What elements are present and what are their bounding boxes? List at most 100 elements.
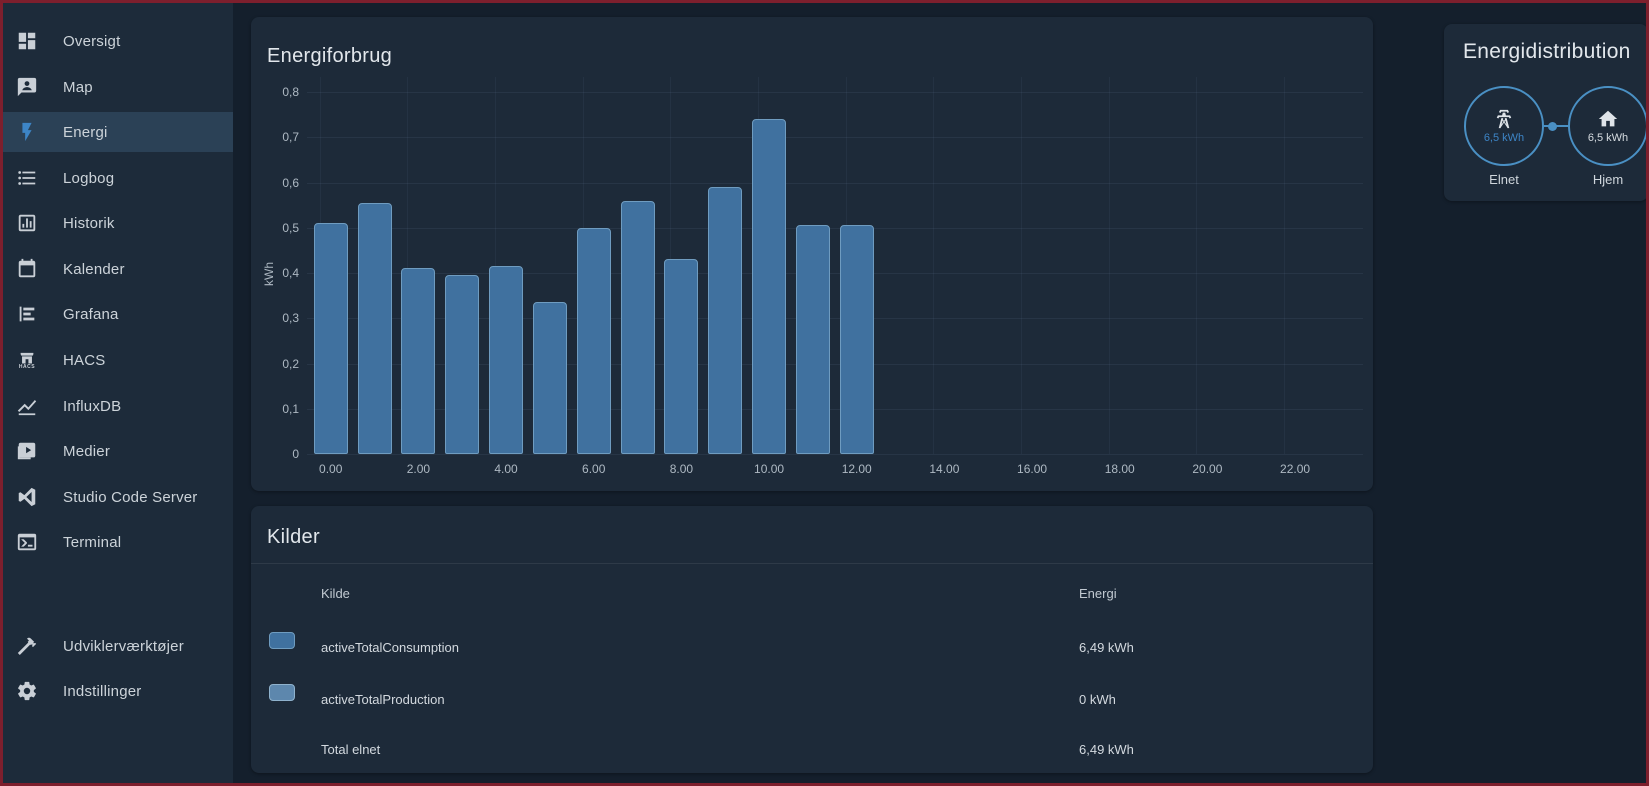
x-tick-label: 18.00 [1104,462,1135,476]
hjem-label: Hjem [1592,172,1624,187]
hammer-icon [15,634,39,658]
h-gridline [307,454,1363,455]
h-gridline [307,408,1363,410]
hacs-store-icon: HACS [15,348,39,372]
y-tick-label: 0,4 [282,266,299,280]
sidebar-item-label: Terminal [63,533,122,551]
source-value: 6,49 kWh [1079,640,1134,655]
v-gridline [1284,77,1286,454]
sidebar-item-udviklervaerktojer[interactable]: Udviklerværktøjer [3,626,233,666]
grafana-panel-icon [15,302,39,326]
consumption-swatch [269,632,295,649]
sidebar-item-logbog[interactable]: Logbog [3,158,233,198]
energiforbrug-card: Energiforbrug kWh 0 0,1 0,2 0,3 0,4 0,5 0,6 0,7… [251,17,1373,491]
v-gridline [495,77,497,454]
chart-bar[interactable] [620,200,655,454]
sidebar-item-influxdb[interactable]: InfluxDB [3,386,233,426]
divider [251,563,1373,564]
chart-bar[interactable] [752,119,787,454]
media-play-icon [15,439,39,463]
h-gridline [307,227,1363,229]
sidebar-item-label: Grafana [63,305,119,323]
sidebar-item-map[interactable]: Map [3,67,233,107]
y-tick-label: 0,5 [282,220,299,235]
sidebar-item-historik[interactable]: Historik [3,203,233,243]
map-person-icon [15,75,39,99]
x-tick-label: 0.00 [319,462,343,476]
sidebar-item-label: Historik [63,214,115,232]
vscode-icon [15,485,39,509]
chart-bar[interactable] [664,259,699,454]
card-title-energiforbrug: Energiforbrug [267,45,393,67]
influxdb-chart-icon [15,394,39,418]
energy-bar-chart: 0 0,1 0,2 0,3 0,4 0,5 0,6 0,7 0,8 0.00 2.00 4.00 6.0… [251,17,1373,491]
hjem-node-circle[interactable]: 6,5 kWh [1568,86,1646,166]
y-tick-label: 0 [292,447,299,461]
x-tick-label: 8.00 [669,462,694,476]
source-name: activeTotalProduction [321,692,445,707]
x-tick-label: 14.00 [929,462,960,476]
card-title-kilder: Kilder [267,526,320,548]
sidebar-item-energi[interactable]: Energi [3,112,233,152]
h-gridline [307,318,1363,320]
h-gridline [307,273,1363,274]
history-chart-icon [15,211,39,235]
x-tick-label: 10.00 [754,462,785,476]
chart-bar[interactable] [313,223,348,454]
chart-bar[interactable] [532,302,567,454]
y-tick-label: 0,2 [282,356,299,371]
sidebar-item-label: InfluxDB [63,397,122,415]
flow-dot [1548,121,1557,131]
chart-bar[interactable] [576,227,611,454]
source-name: activeTotalConsumption [321,640,460,655]
sidebar-item-label: Logbog [63,169,115,187]
elnet-node-circle[interactable]: 6,5 kWh [1464,86,1544,166]
elnet-label: Elnet [1489,172,1519,187]
gear-icon [15,679,39,703]
sidebar-item-hacs[interactable]: HACS HACS [3,340,233,380]
chart-bar[interactable] [839,225,874,454]
v-gridline [933,77,935,454]
h-gridline [307,137,1363,139]
calendar-icon [15,257,39,281]
y-tick-label: 0,8 [282,85,299,99]
logbook-list-icon [15,166,39,190]
flow-connector [1544,121,1568,131]
sidebar-item-label: HACS [63,351,106,369]
chart-bar[interactable] [795,225,830,454]
sidebar-item-label: Energi [63,123,108,141]
sidebar-item-studio-code-server[interactable]: Studio Code Server [3,477,233,517]
total-value: 6,49 kWh [1079,742,1134,757]
column-header-energi: Energi [1079,586,1117,601]
v-gridline [1108,77,1110,454]
sidebar-item-label: Kalender [63,260,125,278]
chart-bar[interactable] [357,202,392,454]
kilder-card: Kilder Kilde Energi activeTotalConsumpti… [251,506,1373,773]
chart-bar[interactable] [489,266,524,454]
hacs-icon-caption: HACS [18,364,36,370]
sidebar-item-oversigt[interactable]: Oversigt [3,21,233,61]
lightning-icon [15,120,39,144]
chart-bar[interactable] [401,268,436,454]
y-tick-label: 0,7 [282,130,299,145]
sidebar-item-medier[interactable]: Medier [3,431,233,471]
card-title-energidistribution: Energidistribution [1463,40,1631,63]
x-tick-label: 6.00 [582,462,606,476]
h-gridline [307,182,1363,184]
sidebar-item-kalender[interactable]: Kalender [3,249,233,289]
sidebar-item-terminal[interactable]: Terminal [3,522,233,562]
chart-bar[interactable] [708,187,743,454]
x-tick-label: 2.00 [406,462,431,476]
home-icon [1598,110,1618,127]
y-tick-label: 0,1 [282,401,299,416]
sidebar-item-indstillinger[interactable]: Indstillinger [3,671,233,711]
terminal-icon [15,530,39,554]
sidebar-item-grafana[interactable]: Grafana [3,294,233,334]
sidebar-item-label: Indstillinger [63,682,142,700]
sidebar-item-label: Map [63,78,93,96]
chart-bar[interactable] [445,275,480,454]
hjem-value: 6,5 kWh [1587,132,1629,144]
x-tick-label: 20.00 [1192,462,1223,476]
x-tick-label: 4.00 [494,462,518,476]
